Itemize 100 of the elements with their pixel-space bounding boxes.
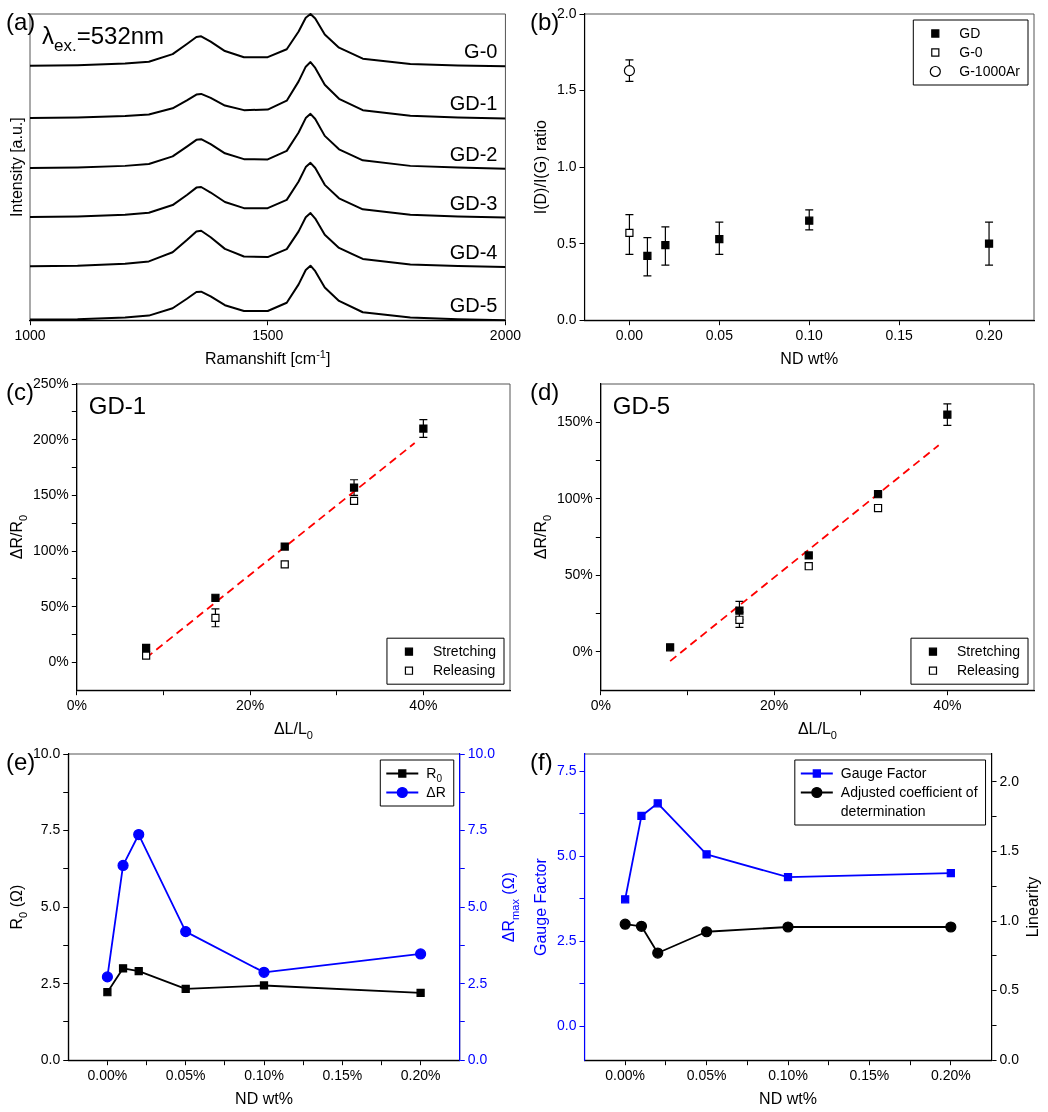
y-axis-title: R0 (Ω) <box>8 884 29 930</box>
x-tick-label: 2000 <box>489 327 522 344</box>
x-tick-label: 20% <box>760 697 789 714</box>
point <box>349 483 359 492</box>
point <box>621 895 630 904</box>
legend-label: Gauge Factor <box>840 765 927 781</box>
y-tick-label: 0% <box>48 653 69 670</box>
point <box>943 410 952 419</box>
point <box>873 490 883 499</box>
point <box>180 926 192 938</box>
y-tick-label: 100% <box>32 541 69 558</box>
point <box>133 828 145 841</box>
point <box>415 948 427 960</box>
y-tick-label: 2.5 <box>40 974 61 991</box>
point <box>945 921 957 933</box>
point <box>103 988 112 997</box>
x-tick-label: 0.10 <box>795 327 824 344</box>
legend-label: Adjusted coefficient of determination <box>840 784 978 819</box>
legend-label: GD <box>959 25 981 41</box>
x-tick-label: 0.05 <box>705 327 734 344</box>
y-axis-title: I(D)/I(G) ratio <box>532 119 549 215</box>
point <box>416 988 425 997</box>
point <box>700 926 713 938</box>
x-tick-label: 0.00 <box>615 327 644 344</box>
x-tick-label: 0.05% <box>165 1067 206 1084</box>
point <box>805 216 814 225</box>
point <box>211 613 220 622</box>
y2-tick-label: 0.0 <box>999 1051 1020 1068</box>
y2-tick-label: 7.5 <box>467 821 488 838</box>
point <box>349 496 359 506</box>
series-label: G-0 <box>464 40 498 63</box>
y2-tick-label: 5.0 <box>467 897 488 914</box>
y2-tick-label: 2.0 <box>999 772 1020 789</box>
y-tick-label: 5.0 <box>40 897 61 914</box>
y2-axis-title: Linearity <box>1024 876 1041 938</box>
y-tick-label: 7.5 <box>556 761 577 778</box>
point <box>280 560 289 569</box>
y-tick-label: 10.0 <box>33 744 61 761</box>
point <box>637 811 646 821</box>
point <box>619 918 631 930</box>
x-tick-label: 0% <box>590 697 611 714</box>
point <box>715 234 724 244</box>
series-label: GD-4 <box>449 240 498 263</box>
y-tick-label: 5.0 <box>556 846 577 863</box>
point <box>653 799 662 808</box>
point <box>118 964 128 973</box>
chart-title: (c) <box>6 378 34 405</box>
y-tick-label: 0.5 <box>556 234 577 251</box>
series-label: GD-2 <box>449 142 498 165</box>
y-axis-title: Gauge Factor <box>532 857 549 957</box>
y-tick-label: 0% <box>572 642 593 659</box>
y-tick-label: 1.0 <box>556 157 577 174</box>
annotation: GD-1 <box>88 392 147 419</box>
x-tick-label: 40% <box>409 697 438 714</box>
x-tick-label: 0.05% <box>686 1067 727 1084</box>
y-tick-label: 0.0 <box>556 1017 577 1034</box>
point <box>735 606 744 615</box>
point <box>134 966 143 976</box>
y-tick-label: 7.5 <box>40 821 61 838</box>
point <box>665 643 675 652</box>
x-tick-label: 0.20% <box>930 1067 971 1084</box>
y-axis-title: Intensity [a.u.] <box>8 117 25 217</box>
y-tick-label: 50% <box>564 566 593 583</box>
y2-tick-label: 2.5 <box>467 974 488 991</box>
y2-tick-label: 0.0 <box>467 1051 488 1068</box>
y-tick-label: 1.5 <box>556 81 577 98</box>
series-label: GD-3 <box>449 191 498 214</box>
legend-label: Stretching <box>432 643 497 660</box>
point <box>946 868 955 878</box>
point <box>141 651 151 660</box>
y-tick-label: 100% <box>556 489 593 506</box>
y2-tick-label: 1.5 <box>999 842 1020 859</box>
point <box>702 850 711 859</box>
y2-axis-title: ΔRmax (Ω) <box>500 872 521 943</box>
x-tick-label: 1500 <box>252 327 284 344</box>
point <box>984 239 994 248</box>
series-label: GD-5 <box>449 294 498 317</box>
y-tick-label: 0.0 <box>556 311 577 328</box>
point <box>280 542 289 551</box>
series-label: GD-1 <box>449 92 498 115</box>
point <box>643 251 652 261</box>
x-tick-label: 0% <box>66 697 87 714</box>
x-tick-label: 0.20% <box>400 1067 441 1084</box>
y2-tick-label: 10.0 <box>467 744 496 761</box>
x-tick-label: 0.00% <box>605 1067 646 1084</box>
x-tick-label: 1000 <box>14 327 46 344</box>
point <box>101 971 113 983</box>
point <box>259 981 269 990</box>
x-tick-label: 0.15% <box>322 1067 363 1084</box>
point <box>661 241 670 250</box>
x-tick-label: 0.15% <box>849 1067 890 1084</box>
point <box>635 920 648 932</box>
y-tick-label: 250% <box>32 374 69 391</box>
x-axis-title: ND wt% <box>759 1090 817 1107</box>
x-tick-label: 0.15 <box>885 327 913 344</box>
y-axis-title: ΔR/R0 <box>532 514 553 560</box>
point <box>117 859 129 872</box>
y-axis-title: ΔR/R0 <box>8 514 29 560</box>
x-tick-label: 0.10% <box>244 1067 284 1084</box>
y2-tick-label: 0.5 <box>999 981 1020 998</box>
